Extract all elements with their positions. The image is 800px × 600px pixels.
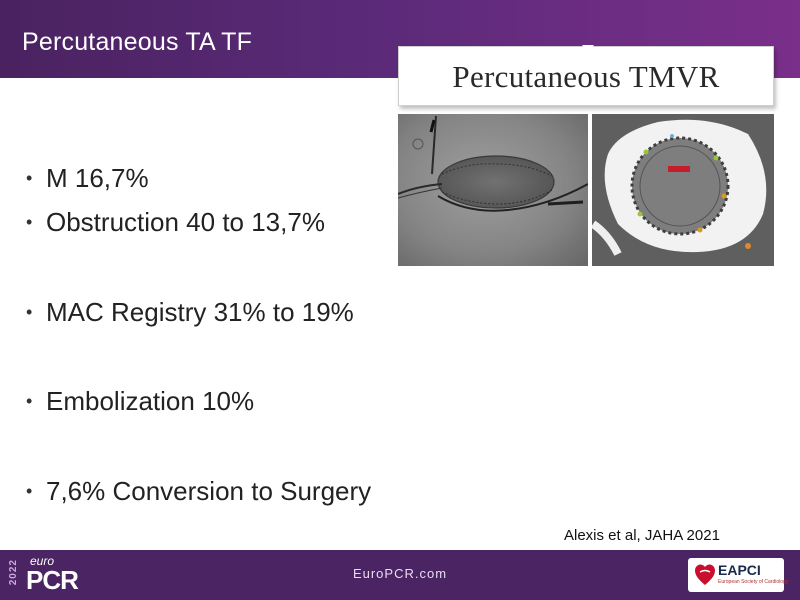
- europcr-logo: 2022 euro PCR: [8, 553, 88, 597]
- slide-title: Percutaneous TA TF: [22, 28, 253, 56]
- bullet-text: MAC Registry 31% to 19%: [46, 297, 354, 327]
- bullet-dot-icon: •: [26, 302, 33, 322]
- eapci-subtitle: European Society of Cardiology: [718, 579, 789, 585]
- bullet-item: • M 16,7%: [26, 163, 149, 194]
- bullet-item: • Obstruction 40 to 13,7%: [26, 207, 325, 238]
- caption-notch: [582, 45, 594, 52]
- figure-caption-box: Percutaneous TMVR: [398, 45, 774, 106]
- logo-pcr: PCR: [26, 565, 79, 595]
- bullet-dot-icon: •: [26, 212, 33, 232]
- figure-caption: Percutaneous TMVR: [452, 59, 720, 94]
- bullet-dot-icon: •: [26, 168, 33, 188]
- ct-valve-image: [588, 114, 774, 266]
- logo-euro: euro: [30, 554, 55, 568]
- citation: Alexis et al, JAHA 2021: [564, 527, 720, 544]
- bullet-text: M 16,7%: [46, 163, 149, 193]
- footer-url[interactable]: EuroPCR.com: [352, 566, 448, 581]
- bullet-text: Embolization 10%: [46, 386, 255, 416]
- bullet-dot-icon: •: [26, 481, 33, 501]
- eapci-badge: EAPCI European Society of Cardiology: [688, 558, 788, 592]
- heart-icon: [695, 564, 715, 585]
- figure-panel: Percutaneous TMVR: [398, 44, 774, 266]
- imaging-row: [398, 114, 774, 266]
- bullet-text: Obstruction 40 to 13,7%: [46, 207, 325, 237]
- bullet-text: 7,6% Conversion to Surgery: [46, 476, 372, 506]
- bullet-item: • MAC Registry 31% to 19%: [26, 297, 354, 328]
- bullet-dot-icon: •: [26, 391, 33, 411]
- eapci-name: EAPCI: [718, 562, 761, 578]
- bullet-item: • 7,6% Conversion to Surgery: [26, 476, 371, 507]
- bullet-item: • Embolization 10%: [26, 386, 254, 417]
- fluoroscopy-valve-image: [398, 114, 588, 266]
- footer-band: [0, 550, 800, 600]
